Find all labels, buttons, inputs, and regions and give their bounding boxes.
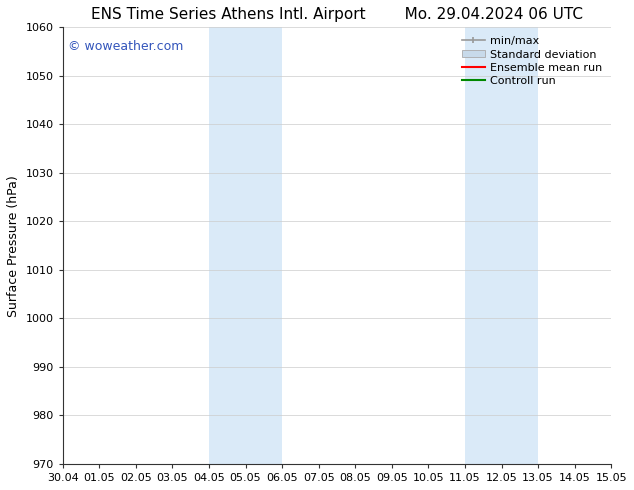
Title: ENS Time Series Athens Intl. Airport        Mo. 29.04.2024 06 UTC: ENS Time Series Athens Intl. Airport Mo.…	[91, 7, 583, 22]
Legend: min/max, Standard deviation, Ensemble mean run, Controll run: min/max, Standard deviation, Ensemble me…	[459, 33, 605, 90]
Bar	[465, 27, 538, 464]
Text: © woweather.com: © woweather.com	[68, 40, 183, 53]
Bar	[209, 27, 282, 464]
Y-axis label: Surface Pressure (hPa): Surface Pressure (hPa)	[7, 175, 20, 317]
